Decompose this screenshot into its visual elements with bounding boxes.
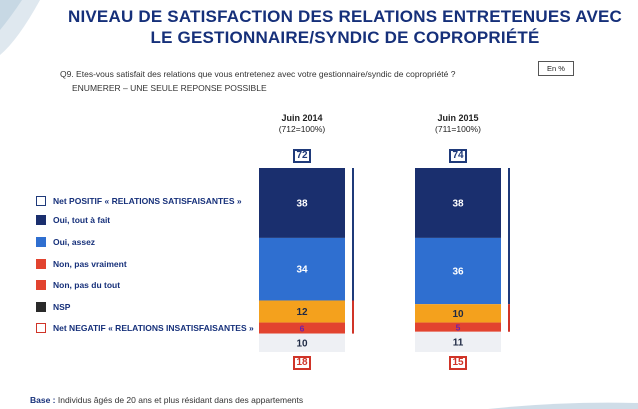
- data-label: 6: [300, 324, 305, 334]
- data-label: 10: [452, 309, 464, 320]
- legend-swatch: [36, 259, 46, 269]
- data-label: 34: [296, 265, 308, 276]
- legend-swatch: [36, 323, 46, 333]
- net-positive-total: 72: [293, 149, 311, 163]
- category-label: Juin 2014 (712=100%): [252, 113, 352, 135]
- unit-badge: En %: [538, 61, 574, 76]
- legend-swatch: [36, 302, 46, 312]
- bar-segment: [415, 237, 501, 305]
- question-text: Q9. Etes-vous satisfait des relations qu…: [60, 69, 456, 79]
- bar-segment: [259, 237, 345, 301]
- legend-label: Net NEGATIF « RELATIONS INSATISFAISANTES…: [53, 323, 254, 333]
- data-label: 11: [453, 337, 464, 348]
- bar-segment: [259, 333, 345, 352]
- bar-segment: [415, 331, 501, 352]
- legend-label: Oui, tout à fait: [53, 215, 111, 225]
- category-subtitle: (712=100%): [278, 124, 326, 134]
- bar-segment: [415, 304, 501, 323]
- category-subtitle: (711=100%): [435, 124, 481, 134]
- legend-label: Net POSITIF « RELATIONS SATISFAISANTES »: [53, 196, 242, 206]
- legend-swatch: [36, 237, 46, 247]
- base-text: Individus âgés de 20 ans et plus résidan…: [57, 395, 304, 405]
- instruction-text: ENUMERER – UNE SEULE REPONSE POSSIBLE: [72, 83, 267, 93]
- legend-label: Oui, assez: [53, 237, 96, 247]
- legend-label: Non, pas vraiment: [53, 259, 127, 269]
- net-negative-total: 18: [293, 356, 311, 370]
- bar-segment: [259, 300, 345, 323]
- legend-swatch: [36, 196, 46, 206]
- category-label: Juin 2015 (711=100%): [408, 113, 508, 135]
- data-label: 12: [296, 307, 308, 318]
- legend-label: NSP: [53, 302, 71, 312]
- net-negative-total: 15: [449, 356, 467, 370]
- bar-segment: [259, 322, 345, 334]
- net-positive-total: 74: [449, 149, 467, 163]
- data-label: 36: [452, 267, 464, 278]
- bar-segment: [259, 168, 345, 238]
- corner-decoration: [0, 0, 40, 55]
- base-label: Base :: [30, 395, 56, 405]
- data-label: 38: [296, 198, 308, 209]
- data-label: 5: [456, 323, 461, 333]
- data-label: 38: [452, 198, 464, 209]
- legend-label: Non, pas du tout: [53, 280, 121, 290]
- data-label: 10: [296, 338, 308, 349]
- legend-swatch: [36, 280, 46, 290]
- legend-swatch: [36, 215, 46, 225]
- page-title: Niveau de satisfaction des relations ent…: [60, 6, 630, 48]
- bar-segment: [415, 168, 501, 238]
- bar-segment: [415, 322, 501, 332]
- title-line-1: Niveau de satisfaction des relations ent…: [67, 7, 623, 26]
- category-name: Juin 2015: [437, 113, 479, 123]
- category-name: Juin 2014: [281, 113, 323, 123]
- base-note: Base : Individus âgés de 20 ans et plus …: [30, 395, 303, 405]
- bottom-decoration: [488, 402, 638, 409]
- title-line-2: le gestionnaire/syndic de copropriété: [150, 28, 540, 47]
